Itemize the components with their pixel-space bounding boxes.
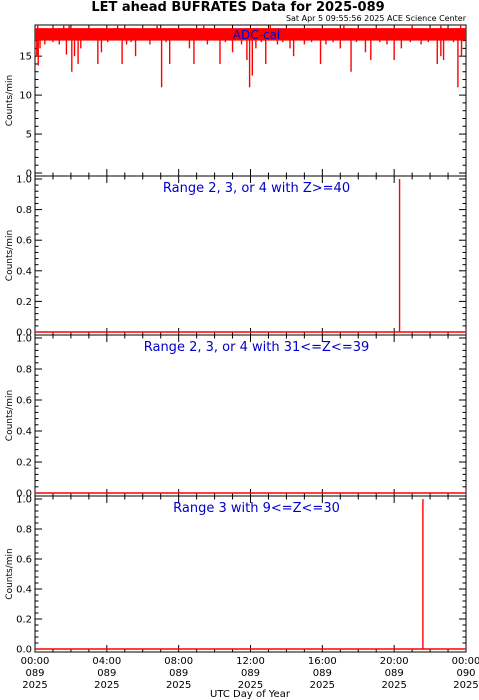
y-tick-label: 0.4 [16, 427, 32, 438]
y-tick-label: 0.0 [16, 645, 32, 656]
x-tick-label-line: 00:00 [452, 656, 479, 667]
y-tick-label: 0.2 [16, 615, 32, 626]
x-tick-label-line: 20:00 [380, 656, 409, 667]
y-tick-label: 1.0 [16, 495, 32, 506]
y-tick-label: 10 [19, 91, 32, 102]
y-tick-label: 1.0 [16, 175, 32, 186]
y-tick-label: 15 [19, 52, 32, 63]
x-tick-label-line: 2025 [310, 680, 335, 691]
panel-1: 0 5 10 15 Counts/min ADC-cal [5, 24, 467, 180]
y-tick-label: 0.2 [16, 458, 32, 469]
x-tick-label-line: 089 [97, 668, 116, 679]
panel-label: Range 3 with 9<=Z<=30 [173, 501, 340, 516]
series [35, 25, 466, 88]
y-tick-label: 0.8 [16, 525, 32, 536]
y-tick-label: 0.6 [16, 555, 32, 566]
panel-frame [34, 175, 467, 336]
y-tick-label: 0.8 [16, 205, 32, 216]
x-tick-label-line: 089 [313, 668, 332, 679]
x-tick-label-line: 089 [25, 668, 44, 679]
y-tick-label: 5 [26, 130, 32, 141]
series [35, 499, 466, 650]
y-tick-label: 0.6 [16, 396, 32, 407]
panel-frame [34, 495, 467, 653]
x-tick-label-line: 12:00 [236, 656, 265, 667]
y-tick-label: 1.0 [16, 334, 32, 345]
x-tick-label-line: 00:00 [21, 656, 50, 667]
timestamp: Sat Apr 5 09:55:56 2025 ACE Science Cent… [286, 14, 467, 23]
x-tick-label-line: 2025 [381, 680, 406, 691]
x-tick-label-line: 089 [169, 668, 188, 679]
x-tick-label-line: 089 [385, 668, 404, 679]
y-tick-label: 0.2 [16, 297, 32, 308]
y-tick-label: 0.4 [16, 266, 32, 277]
panel-label: ADC-cal [233, 28, 280, 42]
y-axis-title: Counts/min [5, 230, 15, 281]
y-tick-label: 0.0 [16, 489, 32, 500]
x-tick-label-line: 04:00 [92, 656, 121, 667]
panels: 0 5 10 15 Counts/min ADC-cal 0.0 0.2 0.4 0.6 0.8 1.… [5, 24, 467, 656]
panel-3: 0.0 0.2 0.4 0.6 0.8 1.0 Counts/min Range 2, 3, … [5, 334, 467, 500]
panel-label: Range 2, 3, or 4 with 31<=Z<=39 [144, 340, 370, 355]
y-axis-title: Counts/min [5, 548, 15, 599]
panel-label: Range 2, 3, or 4 with Z>=40 [163, 181, 350, 196]
baseline-band [35, 28, 466, 41]
x-tick-label-line: 2025 [238, 680, 263, 691]
y-tick-label: 0.0 [16, 328, 32, 339]
y-tick-label: 0.4 [16, 585, 32, 596]
page-title: LET ahead BUFRATES Data for 2025-089 [91, 0, 384, 15]
x-tick-label-line: 2025 [453, 680, 478, 691]
y-tick-label: 0 [26, 169, 32, 180]
x-tick-label-line: 089 [241, 668, 260, 679]
x-tick-label-line: 2025 [166, 680, 191, 691]
x-tick-label-line: 08:00 [164, 656, 193, 667]
x-tick-label-line: 16:00 [308, 656, 337, 667]
y-axis-title: Counts/min [5, 75, 15, 126]
y-axis-title: Counts/min [5, 390, 15, 441]
x-tick-label-line: 2025 [22, 680, 47, 691]
panel-4: 0.0 0.2 0.4 0.6 0.8 1.0 Counts/min Range 3 with… [5, 495, 467, 656]
x-axis-title: UTC Day of Year [210, 689, 291, 700]
y-tick-label: 0.8 [16, 365, 32, 376]
x-axis-labels: 00:00089202504:00089202508:00089202512:0… [21, 656, 479, 691]
panel-frame [34, 334, 467, 497]
x-tick-label-line: 090 [456, 668, 475, 679]
panel-2: 0.0 0.2 0.4 0.6 0.8 1.0 Counts/min Range 2, 3, … [5, 175, 467, 339]
x-tick-label-line: 2025 [94, 680, 119, 691]
y-tick-label: 0.6 [16, 236, 32, 247]
series [35, 179, 466, 333]
